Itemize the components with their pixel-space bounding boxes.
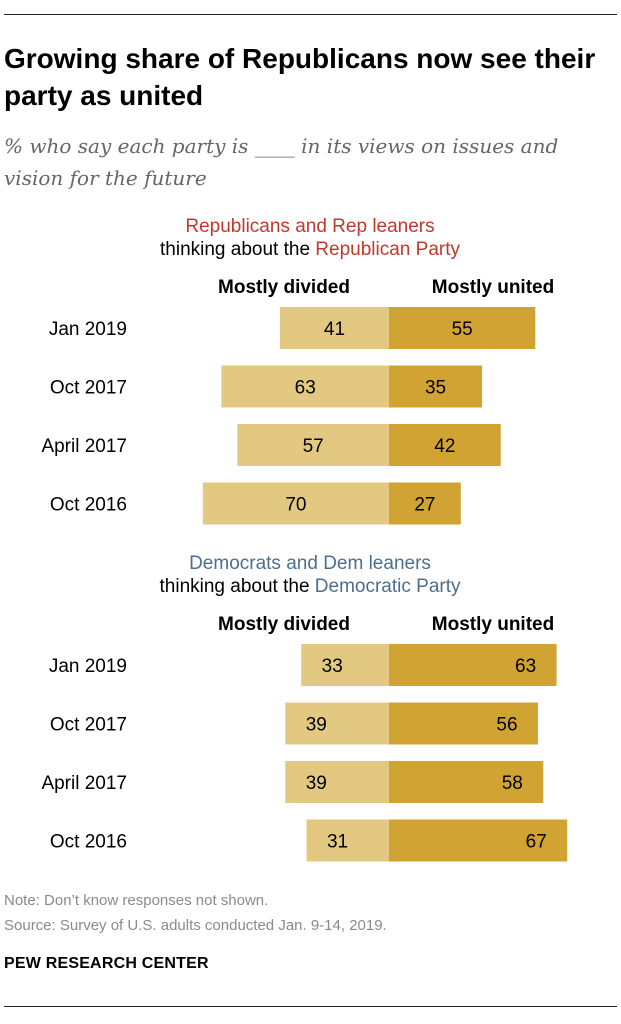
category-label: Oct 2016 — [50, 832, 127, 853]
bar-mostly-divided — [306, 819, 389, 862]
category-label: Jan 2019 — [49, 656, 127, 677]
bar-mostly-united — [389, 365, 483, 408]
bar-mostly-united — [389, 307, 536, 349]
column-header-divided: Mostly divided — [218, 277, 350, 298]
bar-mostly-divided — [285, 761, 389, 803]
data-label-united: 67 — [526, 832, 547, 853]
category-label: Oct 2017 — [50, 378, 127, 399]
data-label-divided: 31 — [327, 832, 348, 853]
category-label: Jan 2019 — [49, 319, 127, 340]
data-label-united: 58 — [502, 773, 523, 794]
bar-mostly-divided — [285, 702, 389, 745]
data-label-united: 63 — [515, 656, 536, 677]
data-label-united: 55 — [452, 319, 473, 340]
data-label-united: 27 — [414, 495, 435, 516]
data-label-united: 35 — [425, 378, 446, 399]
bar-mostly-divided — [301, 644, 389, 686]
category-label: Oct 2017 — [50, 715, 127, 736]
data-label-divided: 57 — [303, 436, 324, 457]
group-subheading: thinking about the Democratic Party — [160, 576, 461, 597]
subheading-prefix: thinking about the — [160, 576, 315, 597]
group-title: Republicans and Rep leaners — [185, 216, 434, 237]
bar-mostly-united — [389, 702, 538, 745]
bar-mostly-divided — [237, 424, 389, 466]
bar-mostly-divided — [221, 365, 389, 408]
data-label-divided: 39 — [306, 715, 327, 736]
data-label-divided: 39 — [306, 773, 327, 794]
bottom-rule — [4, 1006, 617, 1007]
subheading-party: Republican Party — [315, 239, 460, 260]
category-label: April 2017 — [41, 773, 127, 794]
bar-mostly-united — [389, 482, 461, 525]
source-text: Source: Survey of U.S. adults conducted … — [4, 917, 387, 934]
footer-logo-text: PEW RESEARCH CENTER — [4, 955, 209, 972]
category-label: April 2017 — [41, 436, 127, 457]
notes: Note: Don’t know responses not shown. So… — [4, 888, 387, 938]
group-title: Democrats and Dem leaners — [189, 553, 431, 574]
subheading-prefix: thinking about the — [160, 239, 315, 260]
data-label-divided: 41 — [324, 319, 345, 340]
column-header-united: Mostly united — [432, 277, 554, 298]
data-label-divided: 63 — [295, 378, 316, 399]
bar-mostly-united — [389, 644, 557, 686]
column-header-united: Mostly united — [432, 614, 554, 635]
data-label-united: 56 — [496, 715, 517, 736]
group-subheading: thinking about the Republican Party — [160, 239, 460, 260]
category-label: Oct 2016 — [50, 495, 127, 516]
note-text: Note: Don’t know responses not shown. — [4, 892, 269, 909]
bar-mostly-united — [389, 424, 501, 466]
column-header-divided: Mostly divided — [218, 614, 350, 635]
data-label-divided: 70 — [285, 495, 306, 516]
chart-title: Growing share of Republicans now see the… — [4, 43, 596, 111]
bar-mostly-united — [389, 819, 568, 862]
data-label-united: 42 — [434, 436, 455, 457]
chart-subtitle: % who say each party is ____ in its view… — [4, 134, 559, 190]
bar-mostly-united — [389, 761, 544, 803]
data-label-divided: 33 — [322, 656, 343, 677]
bar-mostly-divided — [279, 307, 389, 349]
bar-mostly-divided — [202, 482, 389, 525]
subheading-party: Democratic Party — [315, 576, 461, 597]
top-rule — [4, 14, 617, 15]
